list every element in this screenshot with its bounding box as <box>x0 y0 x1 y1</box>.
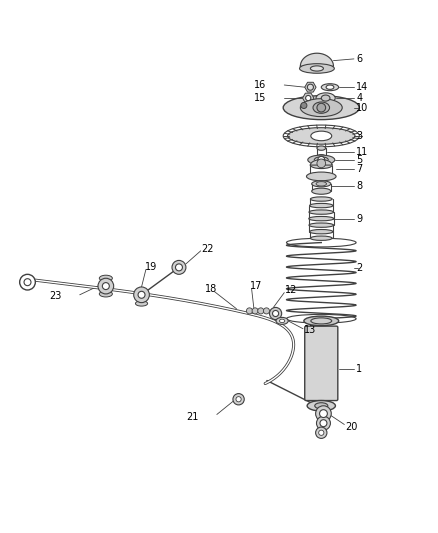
Text: 13: 13 <box>304 326 316 335</box>
Text: 12: 12 <box>285 285 297 295</box>
Circle shape <box>233 393 244 405</box>
Text: 3: 3 <box>356 131 362 141</box>
Circle shape <box>134 287 149 303</box>
Circle shape <box>236 397 241 402</box>
Ellipse shape <box>307 400 336 411</box>
Text: 23: 23 <box>49 290 62 301</box>
Text: 8: 8 <box>356 181 362 191</box>
Ellipse shape <box>316 182 326 186</box>
Ellipse shape <box>312 188 331 194</box>
Circle shape <box>176 264 183 271</box>
Ellipse shape <box>313 102 329 114</box>
Circle shape <box>252 308 258 314</box>
Ellipse shape <box>311 236 332 240</box>
Text: 1: 1 <box>356 364 362 374</box>
Ellipse shape <box>276 318 288 325</box>
Text: 10: 10 <box>356 103 368 112</box>
Ellipse shape <box>311 131 332 141</box>
Ellipse shape <box>279 319 285 322</box>
Ellipse shape <box>307 172 336 181</box>
Ellipse shape <box>311 66 323 71</box>
Ellipse shape <box>309 216 334 221</box>
Circle shape <box>320 410 327 417</box>
Circle shape <box>138 292 145 298</box>
Text: 2: 2 <box>356 263 362 272</box>
Ellipse shape <box>309 223 334 228</box>
Text: 19: 19 <box>145 262 157 271</box>
Circle shape <box>319 430 324 435</box>
Ellipse shape <box>314 157 328 163</box>
Text: 16: 16 <box>254 80 266 90</box>
Ellipse shape <box>283 96 359 119</box>
Ellipse shape <box>317 155 325 159</box>
Ellipse shape <box>311 161 332 168</box>
Text: 7: 7 <box>356 164 362 174</box>
Text: 5: 5 <box>356 155 362 165</box>
Circle shape <box>247 308 253 314</box>
Text: 4: 4 <box>356 93 362 103</box>
Ellipse shape <box>310 230 333 234</box>
Text: 20: 20 <box>345 422 357 432</box>
Circle shape <box>24 279 31 286</box>
Circle shape <box>316 406 331 422</box>
Polygon shape <box>311 159 332 165</box>
Text: 11: 11 <box>356 148 368 157</box>
Ellipse shape <box>288 128 355 144</box>
Ellipse shape <box>300 99 342 117</box>
Ellipse shape <box>99 291 113 297</box>
Circle shape <box>301 102 307 109</box>
Circle shape <box>318 156 325 163</box>
Ellipse shape <box>321 95 330 101</box>
Text: 15: 15 <box>254 93 266 103</box>
Circle shape <box>102 282 110 289</box>
Text: 14: 14 <box>356 82 368 92</box>
Text: 9: 9 <box>356 214 362 224</box>
Ellipse shape <box>316 93 335 103</box>
Text: 18: 18 <box>205 284 217 294</box>
Circle shape <box>316 427 327 439</box>
Text: 6: 6 <box>356 54 362 64</box>
Circle shape <box>317 103 325 112</box>
Ellipse shape <box>304 316 339 326</box>
Ellipse shape <box>309 210 334 214</box>
FancyBboxPatch shape <box>305 326 338 400</box>
Circle shape <box>307 84 314 90</box>
Ellipse shape <box>311 197 332 201</box>
Text: 22: 22 <box>201 244 214 254</box>
Circle shape <box>317 159 325 168</box>
Ellipse shape <box>312 181 331 187</box>
Polygon shape <box>300 53 333 66</box>
Circle shape <box>272 310 279 317</box>
Circle shape <box>317 416 330 430</box>
Circle shape <box>269 308 282 320</box>
Circle shape <box>258 308 264 314</box>
Ellipse shape <box>135 301 148 306</box>
Ellipse shape <box>300 63 334 73</box>
Circle shape <box>306 95 311 101</box>
Ellipse shape <box>310 204 333 208</box>
Ellipse shape <box>308 155 335 165</box>
Circle shape <box>172 261 186 274</box>
Ellipse shape <box>326 85 334 90</box>
Circle shape <box>263 308 269 314</box>
Ellipse shape <box>315 403 328 409</box>
Ellipse shape <box>311 318 332 324</box>
Circle shape <box>20 274 35 290</box>
Text: 21: 21 <box>186 411 199 422</box>
Circle shape <box>320 419 327 426</box>
Ellipse shape <box>99 275 113 281</box>
Ellipse shape <box>317 146 325 150</box>
Ellipse shape <box>321 84 339 91</box>
Text: 17: 17 <box>250 281 262 291</box>
Circle shape <box>98 278 114 294</box>
